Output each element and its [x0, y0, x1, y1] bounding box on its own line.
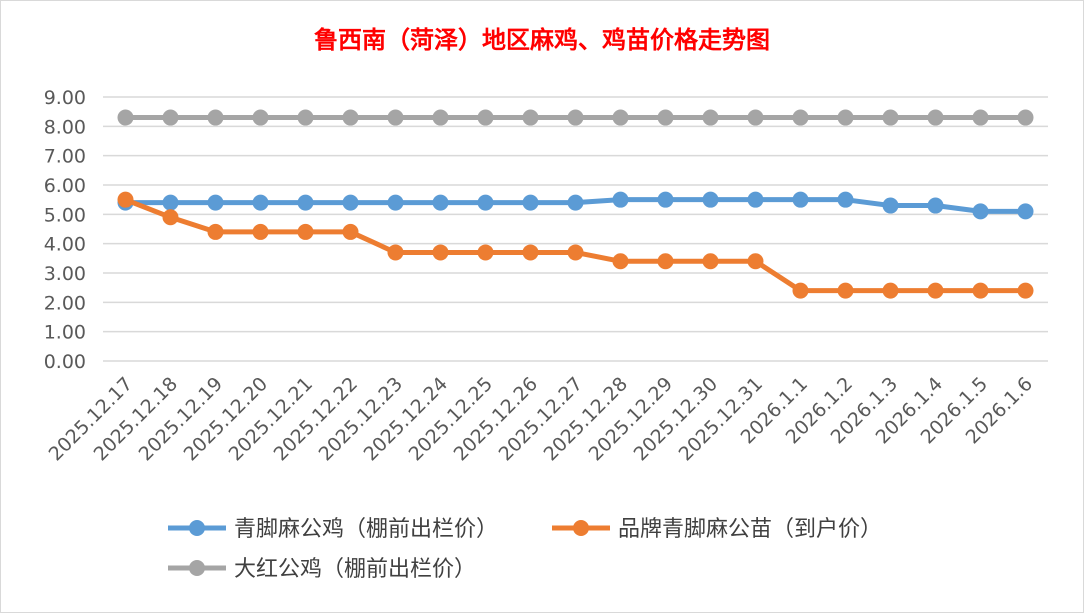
y-tick-label: 3.00	[44, 263, 86, 285]
data-point	[342, 109, 359, 126]
data-point	[432, 244, 449, 261]
data-point	[747, 253, 764, 270]
y-tick-label: 8.00	[44, 116, 86, 138]
data-point	[432, 109, 449, 126]
data-point	[702, 191, 719, 208]
data-point	[207, 109, 224, 126]
y-tick-label: 5.00	[44, 204, 86, 226]
y-tick-label: 4.00	[44, 234, 86, 256]
data-point	[792, 282, 809, 299]
data-point	[927, 109, 944, 126]
data-point	[117, 109, 134, 126]
data-point	[207, 223, 224, 240]
y-tick-label: 2.00	[44, 292, 86, 314]
data-point	[612, 253, 629, 270]
data-point	[522, 244, 539, 261]
data-point	[477, 109, 494, 126]
data-point	[747, 109, 764, 126]
data-point	[972, 109, 989, 126]
data-point	[702, 253, 719, 270]
legend-label: 大红公鸡（棚前出栏价）	[234, 557, 476, 582]
data-point	[297, 223, 314, 240]
data-point	[837, 109, 854, 126]
legend-marker	[189, 560, 205, 576]
y-tick-label: 9.00	[44, 87, 86, 109]
legend-marker	[573, 520, 589, 536]
data-point	[882, 282, 899, 299]
data-point	[792, 109, 809, 126]
data-point	[567, 109, 584, 126]
data-point	[567, 194, 584, 211]
data-point	[252, 109, 269, 126]
data-point	[207, 194, 224, 211]
data-point	[972, 282, 989, 299]
data-point	[702, 109, 719, 126]
data-point	[612, 109, 629, 126]
data-point	[477, 244, 494, 261]
data-point	[252, 194, 269, 211]
y-tick-label: 1.00	[44, 322, 86, 344]
series-0	[117, 191, 1034, 220]
legend-marker	[189, 520, 205, 536]
series-2	[117, 109, 1034, 126]
y-tick-label: 0.00	[44, 351, 86, 373]
data-point	[297, 194, 314, 211]
legend-label: 品牌青脚麻公苗（到户价）	[618, 517, 882, 542]
data-point	[387, 109, 404, 126]
data-point	[432, 194, 449, 211]
legend-item: 大红公鸡（棚前出栏价）	[168, 557, 476, 582]
data-point	[162, 194, 179, 211]
data-point	[837, 282, 854, 299]
data-point	[522, 109, 539, 126]
data-point	[747, 191, 764, 208]
data-point	[252, 223, 269, 240]
legend-item: 品牌青脚麻公苗（到户价）	[552, 517, 882, 542]
data-point	[387, 244, 404, 261]
data-point	[297, 109, 314, 126]
data-point	[567, 244, 584, 261]
data-point	[117, 191, 134, 208]
data-point	[1017, 203, 1034, 220]
data-point	[162, 209, 179, 226]
data-point	[1017, 282, 1034, 299]
data-point	[837, 191, 854, 208]
data-point	[342, 223, 359, 240]
data-point	[882, 109, 899, 126]
data-point	[927, 197, 944, 214]
data-point	[162, 109, 179, 126]
data-point	[657, 191, 674, 208]
data-point	[612, 191, 629, 208]
data-point	[1017, 109, 1034, 126]
data-point	[972, 203, 989, 220]
legend-item: 青脚麻公鸡（棚前出栏价）	[168, 517, 498, 542]
data-point	[657, 109, 674, 126]
data-point	[387, 194, 404, 211]
data-point	[657, 253, 674, 270]
data-point	[927, 282, 944, 299]
data-point	[882, 197, 899, 214]
data-point	[522, 194, 539, 211]
data-point	[792, 191, 809, 208]
chart-title: 鲁西南（菏泽）地区麻鸡、鸡苗价格走势图	[314, 26, 770, 54]
data-point	[342, 194, 359, 211]
y-tick-label: 6.00	[44, 175, 86, 197]
legend-label: 青脚麻公鸡（棚前出栏价）	[234, 517, 498, 542]
series-1	[117, 191, 1034, 299]
data-point	[477, 194, 494, 211]
y-tick-label: 7.00	[44, 146, 86, 168]
